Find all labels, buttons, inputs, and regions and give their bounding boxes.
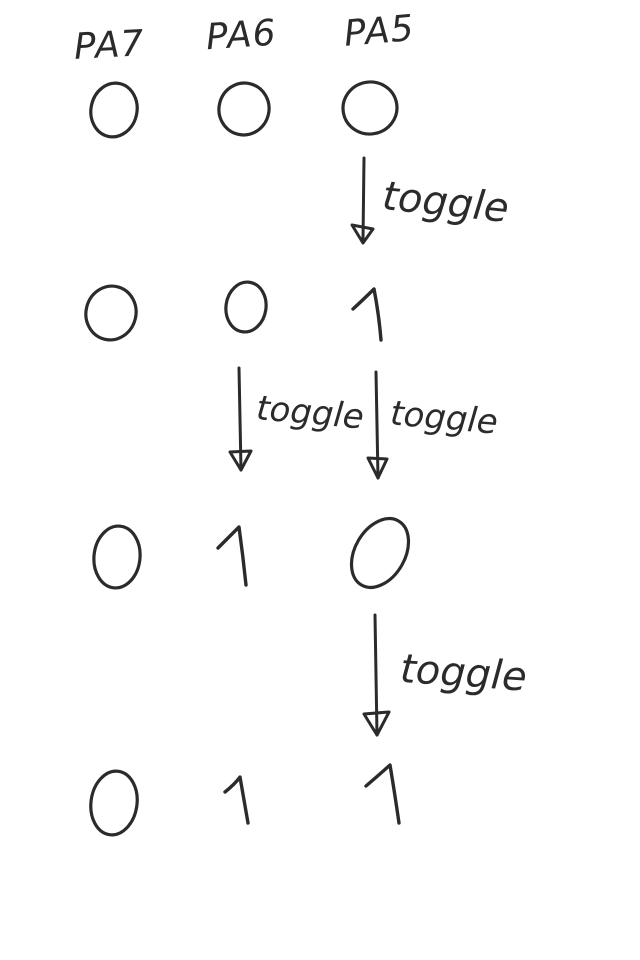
bit-row-3: 0 1 0 [92, 517, 411, 590]
column-headers: PA7 PA6 PA5 [73, 8, 416, 68]
bit-pa7-row-2: 0 [84, 284, 138, 342]
bit-pa5-row-3: 0 [349, 517, 411, 589]
arrow-head [228, 449, 253, 472]
bit-pa5-row-2: 1 [351, 287, 383, 342]
bit-pa7-row-3: 0 [92, 524, 142, 590]
toggle-label: toggle [389, 393, 500, 442]
bit-pa5-row-4: 1 [364, 763, 401, 825]
toggle-label: toggle [399, 646, 529, 701]
toggle-label: toggle [380, 173, 511, 232]
arrow-head [362, 710, 391, 737]
bit-pa6-row-3: 1 [216, 525, 248, 587]
arrow-shaft [374, 370, 380, 480]
bit-row-2: 0 0 1 [84, 280, 383, 342]
toggle-arrow-pa6: toggle [228, 366, 366, 472]
header-pa7: PA7 [73, 23, 146, 68]
toggle-arrow-pa5-2: toggle [366, 370, 500, 480]
bit-pa7-row-1: 0 [89, 81, 139, 139]
bit-pa6-row-2: 0 [224, 280, 268, 334]
bit-pa7-row-4: 0 [89, 769, 139, 837]
bit-pa6-row-4: 1 [223, 775, 250, 825]
toggle-label: toggle [255, 388, 366, 437]
arrow-head [366, 456, 389, 480]
header-pa6: PA6 [205, 13, 278, 59]
toggle-arrow-pa5-1: toggle [350, 156, 511, 245]
header-pa5: PA5 [342, 8, 416, 55]
arrow-shaft [373, 613, 379, 737]
toggle-arrow-pa5-3: toggle [362, 613, 529, 737]
bit-row-1: 0 0 0 [89, 80, 399, 139]
bit-row-4: 0 1 1 [89, 763, 401, 837]
bit-pa5-row-1: 0 [341, 80, 399, 136]
arrow-shaft [237, 366, 243, 472]
arrow-head [350, 223, 375, 245]
bit-pa6-row-1: 0 [217, 81, 271, 137]
